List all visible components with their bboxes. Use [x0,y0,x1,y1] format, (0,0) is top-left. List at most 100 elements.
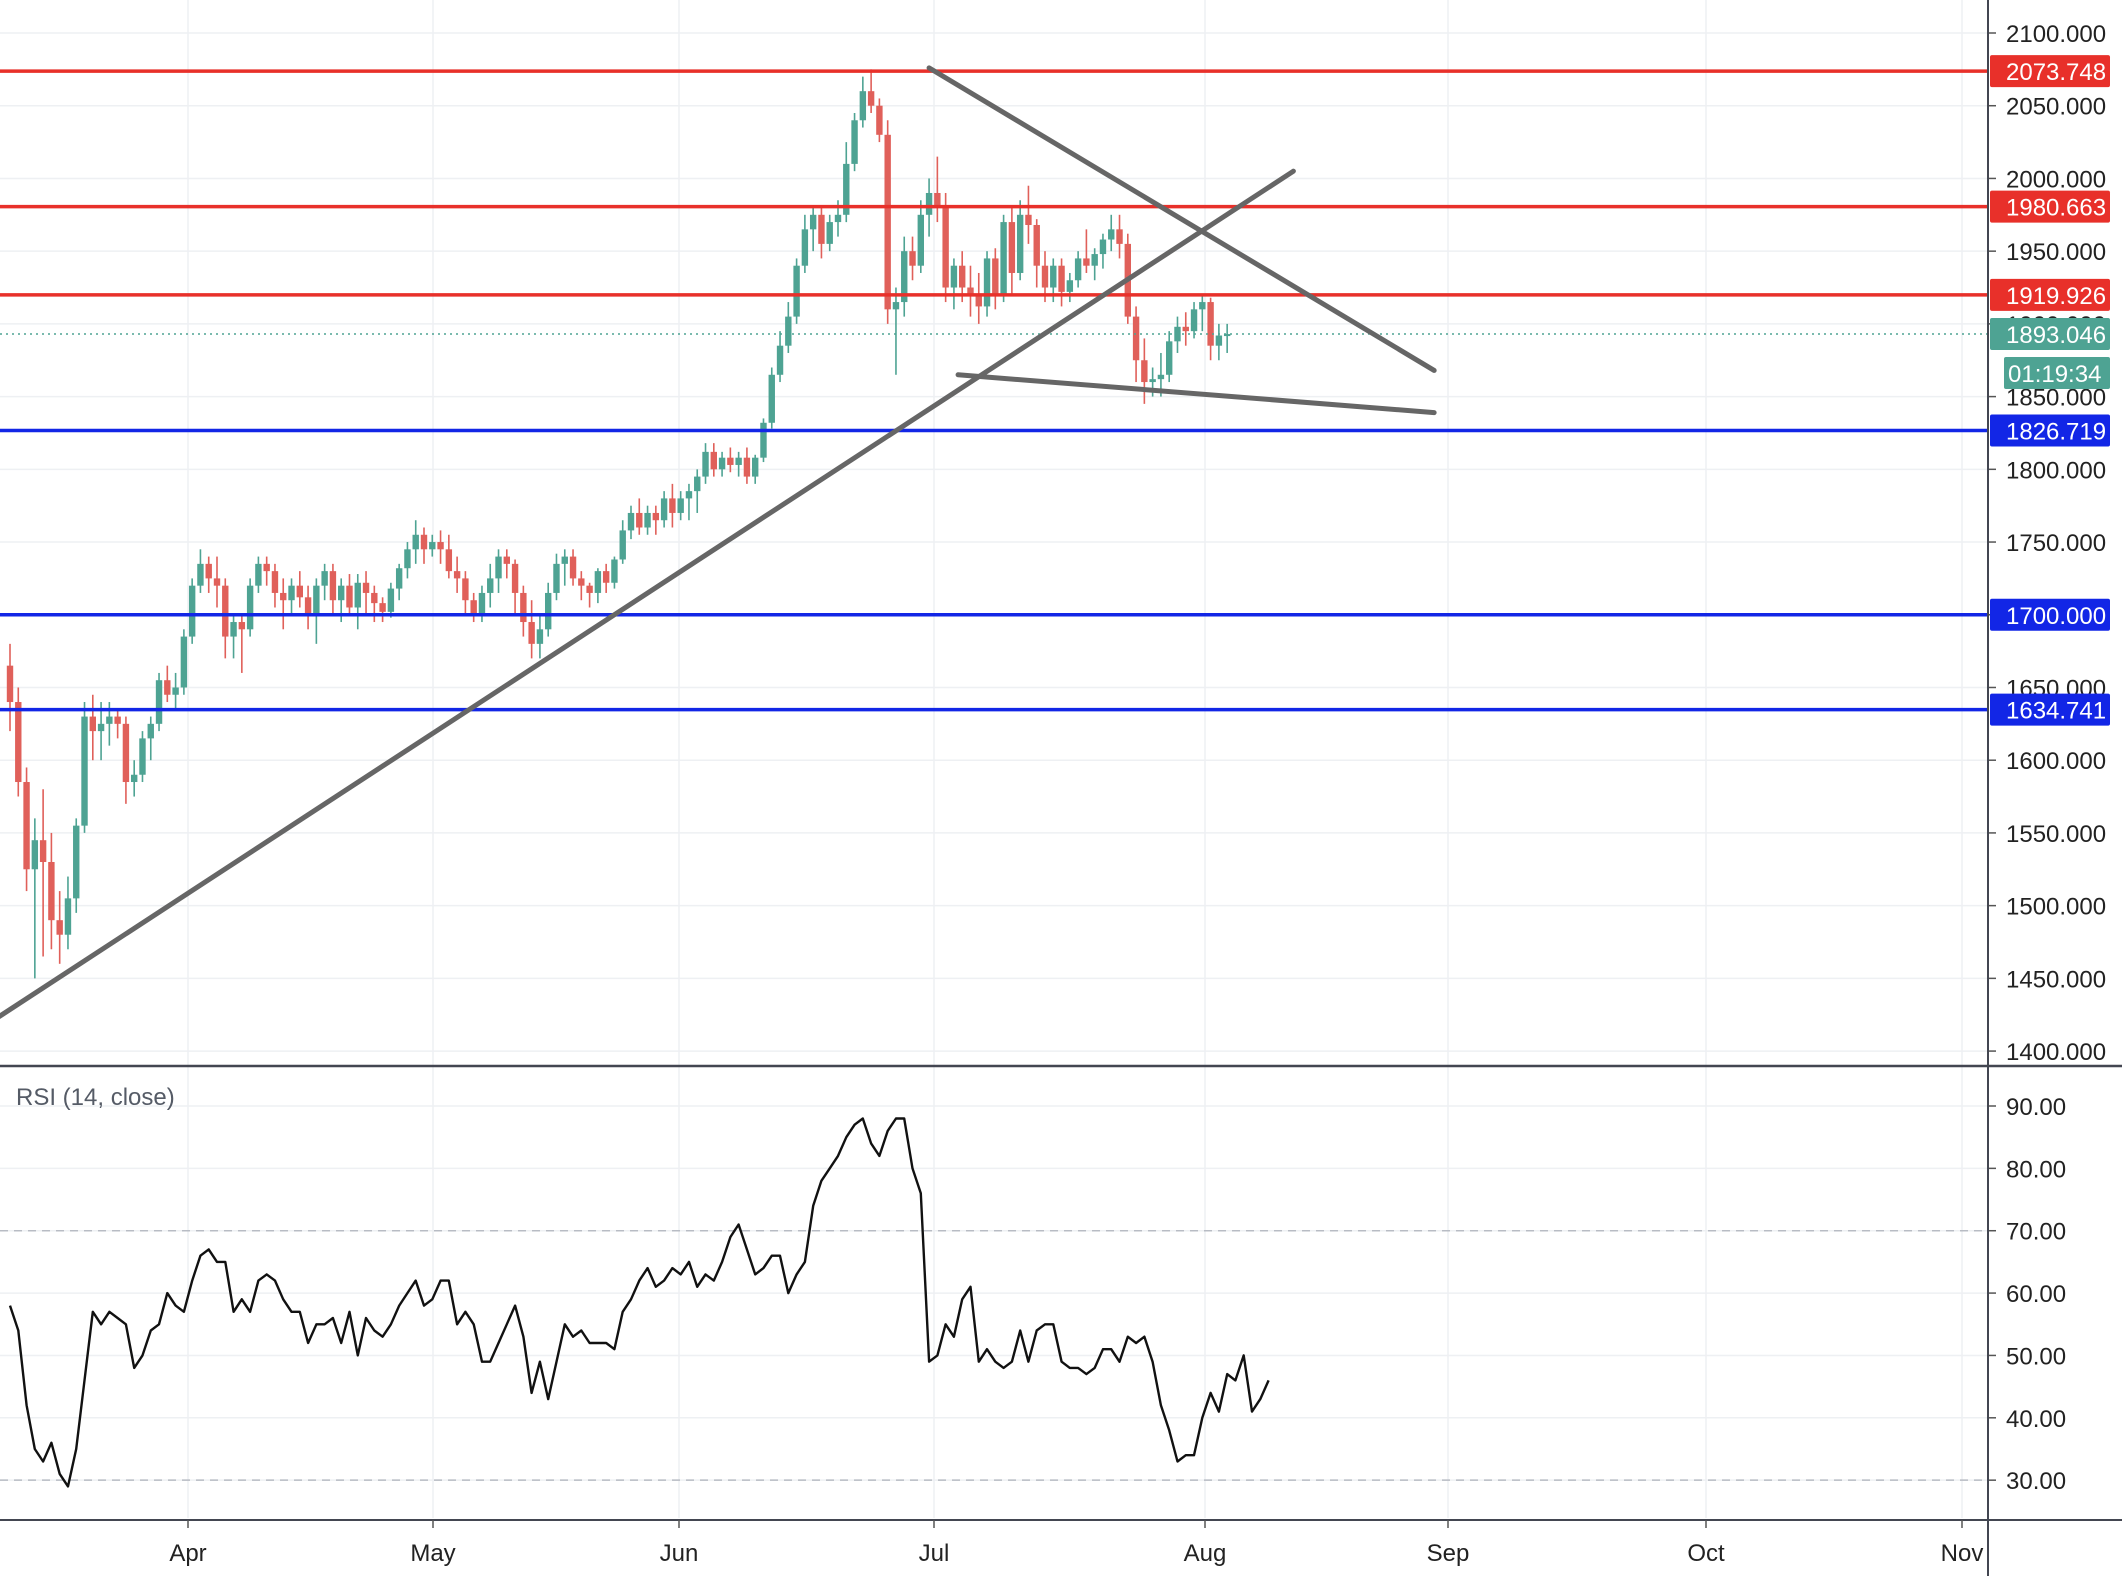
candle-body [97,723,105,732]
candle-body [89,716,96,732]
price-axis-tick-label: 2050.000 [2006,94,2106,121]
candle-body [826,222,833,244]
price-axis-tick-label: 1600.000 [2006,748,2106,775]
candle-body [238,622,246,630]
candle-body [1190,309,1198,332]
candle-body [602,571,610,583]
candle-body [379,603,386,612]
candle-body [992,258,999,295]
time-axis-month-label: Apr [169,1540,206,1567]
candle-body [1074,258,1082,281]
candle-body [536,629,544,644]
level-price-badge-bg [1990,278,2110,311]
candle-body [702,451,709,477]
candle-body [569,556,577,579]
candle-body [1016,214,1024,273]
candle-body [768,374,775,423]
rsi-axis-tick-label: 80.00 [2006,1156,2066,1183]
candle-body [652,512,660,521]
candle-body [1108,229,1115,240]
candle-body [462,578,469,601]
rsi-pane-title: RSI (14, close) [16,1084,175,1111]
candle-body [735,457,742,465]
candle-body [818,214,825,244]
trendline-support [0,168,1296,1020]
level-price-badge-bg [1990,55,2110,88]
candle-body [727,457,734,465]
candle-body [437,542,444,550]
candle-body [48,862,55,921]
last-price-badge-bg [1990,317,2110,350]
candle-body [395,568,403,589]
candle-body [1215,335,1223,346]
candle-body [677,498,684,513]
rsi-axis-tick-label: 70.00 [2006,1219,2066,1246]
candle-body [64,898,72,935]
candle-body [801,229,809,266]
candle-body [975,294,982,307]
candle-body [644,512,651,528]
time-axis-month-label: Sep [1427,1540,1470,1567]
candle-body [6,665,14,703]
candle-body [1207,302,1214,346]
time-axis-month-label: Oct [1687,1540,1725,1567]
candle-body [619,530,626,560]
candle-body [39,840,47,863]
candle-body [1033,224,1040,266]
candle-body [669,498,676,513]
price-axis-tick-label: 2000.000 [2006,166,2106,193]
candle-body [346,585,353,608]
level-price-badge-bg [1990,598,2110,631]
level-price-badge: 2073.748 [2006,59,2106,86]
trendline-upper-wedge [926,65,1437,373]
candle-body [752,457,759,477]
candle-body [1050,265,1057,288]
candle-body [1116,229,1123,244]
last-price-badge: 1893.046 [2006,322,2106,349]
candle-body [246,585,254,630]
price-axis-tick-label: 1950.000 [2006,239,2106,266]
candle-body [884,134,891,310]
candle-body [967,287,974,295]
candle-body [304,597,312,615]
candle-body [867,91,875,106]
candle-body [743,457,751,477]
candle-body [1199,302,1206,310]
candle-body [147,723,154,739]
candle-body [1099,239,1107,255]
candle-body [1141,360,1148,383]
time-axis-month-label: Aug [1184,1540,1227,1567]
candle-body [660,498,668,521]
candle-body [114,716,121,724]
candle-body [561,556,568,564]
candle-body [329,571,337,601]
candle-body [371,592,378,604]
candle-body [445,549,453,572]
candle-body [1083,258,1090,266]
rsi-axis-tick-label: 90.00 [2006,1094,2066,1121]
candle-body [1157,374,1165,380]
candle-body [155,680,163,724]
candle-body [760,422,767,458]
candle-body [487,578,494,593]
candle-body [478,592,486,615]
candle-body [453,571,461,579]
candle-body [859,91,867,121]
candle-body [222,585,229,637]
candle-body [56,920,63,935]
candle-body [188,585,196,637]
candle-body [213,578,221,586]
candle-body [429,542,436,550]
candle-body [934,192,941,208]
candle-body [321,571,328,586]
price-axis-tick-label: 2100.000 [2006,21,2106,48]
candle-body [851,120,858,164]
candle-body [1091,254,1098,266]
candle-body [23,782,30,870]
candle-body [131,774,138,783]
candle-body [1041,265,1049,288]
candle-body [553,563,560,593]
candle-body [892,302,900,310]
candle-body [197,563,204,586]
candle-body [834,214,842,223]
